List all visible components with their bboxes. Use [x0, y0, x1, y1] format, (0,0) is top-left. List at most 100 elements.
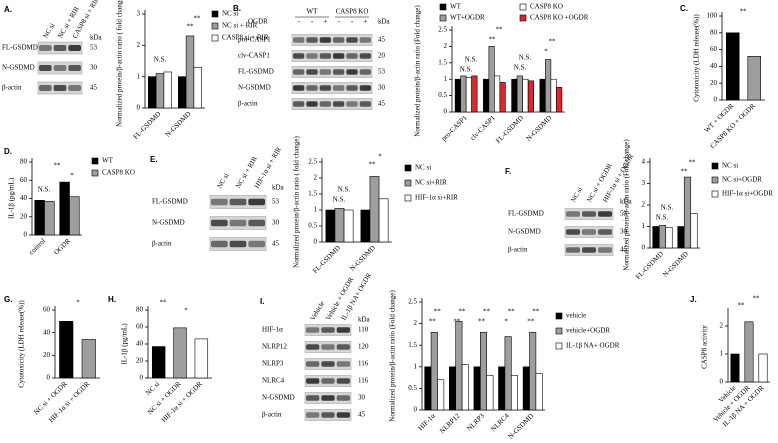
legend-swatch [91, 157, 99, 165]
blot-band [359, 37, 371, 43]
lane-sign: + [323, 18, 327, 26]
x-tick-label: pro-CASP1 [440, 114, 469, 143]
legend-swatch [555, 312, 563, 320]
legend-swatch [91, 169, 99, 177]
blot-band [293, 101, 305, 107]
y-axis-label: CASP8 activity [701, 325, 709, 369]
legend-label: NC si+RIR [415, 179, 447, 187]
bar [677, 226, 685, 249]
legend-swatch [519, 14, 527, 22]
y-axis-label: Cytotoxicity (LDH release(%)) [693, 14, 701, 102]
kda-unit: kDa [272, 184, 285, 192]
legend-label: HIF-1α si+RIR [415, 194, 458, 202]
bar [535, 372, 543, 411]
x-tick-label: FL-GSDMD [311, 244, 342, 275]
bar [510, 375, 518, 411]
blot-band [319, 85, 331, 91]
y-tick-label: 0 [314, 238, 318, 246]
blot-band [321, 412, 335, 418]
legend-swatch [711, 176, 719, 184]
blot-band [306, 378, 320, 384]
x-tick-label: N-GSDMD [506, 412, 535, 441]
y-tick-label: 2 [314, 174, 318, 182]
blot-band [68, 65, 81, 71]
y-tick-label: 0.5 [308, 222, 317, 230]
bar [461, 364, 469, 411]
bar [59, 321, 74, 379]
significance-label: N.S. [661, 204, 674, 212]
y-axis-label: Normalized protein/β-actin ratio (Fold c… [623, 139, 631, 271]
blot-strip [291, 82, 373, 94]
treatment-label: OGDR [248, 18, 268, 26]
legend-swatch [555, 342, 563, 350]
y-tick-label: 3 [642, 179, 646, 187]
significance-label: ** [453, 318, 461, 326]
group-label: WT [307, 8, 319, 16]
row-label: β-actin [508, 246, 528, 254]
significance-label: ** [194, 15, 202, 23]
legend-swatch [519, 3, 527, 11]
legend-label: NC si + RIR [222, 22, 258, 30]
significance-label: N.S. [656, 214, 669, 222]
bar [334, 208, 345, 243]
x-tick-label: HIF-1α [417, 412, 438, 433]
bar [460, 75, 467, 113]
bar [545, 59, 552, 113]
significance-label: ** [753, 295, 761, 303]
blot-band [359, 69, 371, 75]
y-tick-label: 2.5 [438, 26, 447, 34]
blot-band [306, 361, 320, 367]
bar [449, 366, 457, 411]
kda-value: 45 [378, 36, 386, 44]
lane-sign: - [311, 18, 314, 26]
significance-label: ** [54, 162, 62, 170]
y-tick-label: 1 [720, 350, 724, 358]
row-label: N-GSDMD [508, 228, 541, 236]
x-tick-label: FL-GSDMD [132, 110, 163, 141]
x-tick-label: N-GSDMD [348, 244, 377, 273]
significance-label: ** [740, 8, 748, 16]
legend-swatch [711, 190, 719, 198]
x-tick-label: FL-GSDMD [634, 250, 665, 281]
kda-value: 53 [620, 210, 628, 218]
blot-band [306, 412, 320, 418]
blot-band [293, 53, 305, 59]
bar [471, 75, 478, 113]
y-tick-label: 1 [414, 362, 418, 370]
panel-label: A. [4, 5, 12, 14]
blot-band [346, 53, 358, 59]
significance-label: ** [483, 308, 491, 316]
panel-label: C. [680, 4, 688, 13]
bar [148, 76, 157, 109]
bar [163, 71, 172, 109]
y-axis-label: IL-1β (pg/mL) [8, 177, 16, 219]
blot-band [333, 85, 345, 91]
y-tick-label: 1 [137, 72, 141, 80]
legend-swatch [404, 194, 412, 202]
kda-unit: kDa [90, 34, 103, 42]
kda-value: 20 [378, 52, 386, 60]
blot-band [321, 378, 335, 384]
significance-label: * [184, 307, 188, 315]
bar [185, 35, 195, 109]
row-label: FL-GSDMD [238, 68, 274, 76]
y-tick-label: 0.5 [408, 384, 417, 392]
significance-label: * [504, 318, 508, 326]
blot-band [39, 45, 52, 51]
y-tick-label: 2 [642, 201, 646, 209]
blot-band [53, 65, 67, 71]
bar [81, 339, 96, 379]
blot-band [566, 229, 580, 235]
blot-band [39, 85, 52, 91]
y-tick-label: 20 [43, 351, 51, 359]
blot-band [306, 344, 320, 350]
y-tick-label: 20 [20, 212, 28, 220]
legend-label: CASP8 KO +OGDR [530, 14, 589, 22]
y-tick-label: 20 [710, 79, 718, 87]
row-label: clv-CASP1 [238, 52, 270, 60]
panel-label: E. [150, 155, 158, 164]
bar [173, 327, 187, 379]
blot-band [336, 327, 350, 333]
row-label: FL-GSDMD [152, 198, 188, 206]
blot-band [39, 65, 52, 71]
